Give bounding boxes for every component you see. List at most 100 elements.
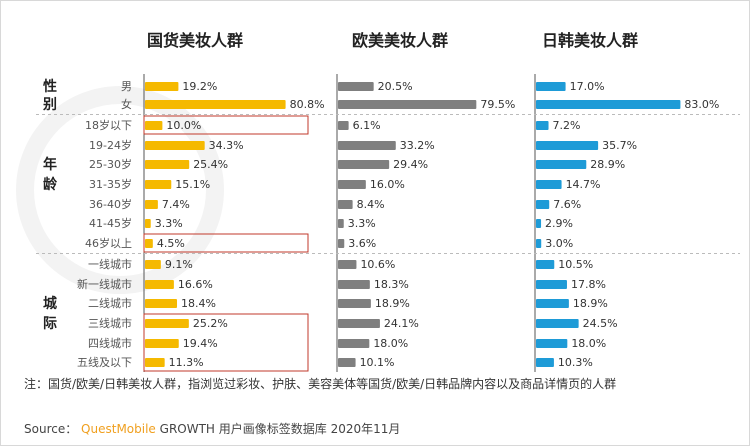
data-label: 3.3% xyxy=(348,217,376,230)
category-label: 五线及以下 xyxy=(77,355,132,369)
bar xyxy=(338,239,345,248)
bar xyxy=(536,319,579,328)
data-label: 25.4% xyxy=(193,158,228,171)
bar xyxy=(145,319,189,328)
bar xyxy=(338,299,371,308)
bar xyxy=(536,280,567,289)
bar xyxy=(338,280,370,289)
data-label: 25.2% xyxy=(193,317,228,330)
data-label: 8.4% xyxy=(357,198,385,211)
bar xyxy=(338,82,374,91)
category-label: 31-35岁 xyxy=(89,177,132,191)
bar xyxy=(338,121,349,130)
category-label: 新一线城市 xyxy=(77,277,132,291)
data-label: 3.6% xyxy=(348,237,376,250)
data-label: 11.3% xyxy=(169,356,204,369)
data-label: 80.8% xyxy=(290,98,325,111)
category-label: 三线城市 xyxy=(88,316,132,330)
bar xyxy=(536,100,681,109)
series-title: 国货美妆人群 xyxy=(147,31,243,50)
bar xyxy=(536,260,555,269)
data-label: 17.0% xyxy=(570,80,605,93)
bar xyxy=(338,100,477,109)
bar xyxy=(338,180,366,189)
bar xyxy=(338,160,390,169)
data-label: 35.7% xyxy=(602,139,637,152)
footnote: 注：国货/欧美/日韩美妆人群，指浏览过彩妆、护肤、美容美体等国货/欧美/日韩品牌… xyxy=(24,377,617,391)
bar xyxy=(536,160,587,169)
bar xyxy=(145,180,172,189)
bar xyxy=(338,200,353,209)
data-label: 2.9% xyxy=(545,217,573,230)
category-label: 18岁以下 xyxy=(85,118,132,132)
bar xyxy=(536,180,562,189)
data-label: 15.1% xyxy=(175,178,210,191)
data-label: 24.1% xyxy=(384,317,419,330)
data-label: 18.3% xyxy=(374,278,409,291)
data-label: 10.0% xyxy=(166,119,201,132)
data-label: 18.9% xyxy=(573,297,608,310)
source-brand: QuestMobile xyxy=(81,422,156,436)
source-line: Source： QuestMobile GROWTH 用户画像标签数据库 202… xyxy=(24,420,400,437)
bar xyxy=(536,82,566,91)
bar xyxy=(145,239,153,248)
bar xyxy=(536,358,554,367)
bar xyxy=(145,200,158,209)
source-label: Source： xyxy=(24,422,78,436)
data-label: 33.2% xyxy=(400,139,435,152)
data-label: 34.3% xyxy=(209,139,244,152)
data-label: 6.1% xyxy=(353,119,381,132)
bar xyxy=(536,239,542,248)
data-label: 16.0% xyxy=(370,178,405,191)
data-label: 7.2% xyxy=(553,119,581,132)
data-label: 3.3% xyxy=(155,217,183,230)
bar xyxy=(536,219,542,228)
bar xyxy=(536,299,569,308)
bar xyxy=(338,141,396,150)
data-label: 18.0% xyxy=(373,337,408,350)
data-label: 7.6% xyxy=(553,198,581,211)
data-label: 24.5% xyxy=(583,317,618,330)
bar xyxy=(536,141,599,150)
series-title: 欧美美妆人群 xyxy=(352,31,448,50)
group-label: 年 xyxy=(43,156,57,173)
bar xyxy=(145,141,205,150)
data-label: 20.5% xyxy=(378,80,413,93)
data-label: 10.6% xyxy=(360,258,395,271)
bar xyxy=(145,82,179,91)
data-label: 18.4% xyxy=(181,297,216,310)
group-label: 城 xyxy=(43,295,57,312)
data-label: 29.4% xyxy=(393,158,428,171)
data-label: 4.5% xyxy=(157,237,185,250)
data-label: 7.4% xyxy=(162,198,190,211)
category-label: 36-40岁 xyxy=(89,197,132,211)
data-label: 18.0% xyxy=(571,337,606,350)
category-label: 二线城市 xyxy=(88,296,132,310)
data-label: 79.5% xyxy=(480,98,515,111)
category-label: 一线城市 xyxy=(88,257,132,271)
source-text: GROWTH 用户画像标签数据库 2020年11月 xyxy=(159,422,401,436)
group-label: 龄 xyxy=(43,176,58,193)
data-label: 18.9% xyxy=(375,297,410,310)
bar xyxy=(338,319,380,328)
bar xyxy=(338,358,356,367)
bar xyxy=(145,121,163,130)
data-label: 3.0% xyxy=(545,237,573,250)
data-label: 19.2% xyxy=(182,80,217,93)
bar xyxy=(145,299,178,308)
data-label: 17.8% xyxy=(571,278,606,291)
bar xyxy=(145,358,165,367)
data-label: 14.7% xyxy=(566,178,601,191)
bar xyxy=(145,100,286,109)
series-title: 日韩美妆人群 xyxy=(542,31,638,50)
data-label: 9.1% xyxy=(165,258,193,271)
watermark-logo xyxy=(16,86,224,294)
data-label: 10.1% xyxy=(360,356,395,369)
bar xyxy=(145,260,161,269)
bar xyxy=(145,219,151,228)
data-label: 28.9% xyxy=(590,158,625,171)
data-label: 83.0% xyxy=(684,98,719,111)
highlight-box xyxy=(143,313,309,372)
data-label: 10.5% xyxy=(558,258,593,271)
